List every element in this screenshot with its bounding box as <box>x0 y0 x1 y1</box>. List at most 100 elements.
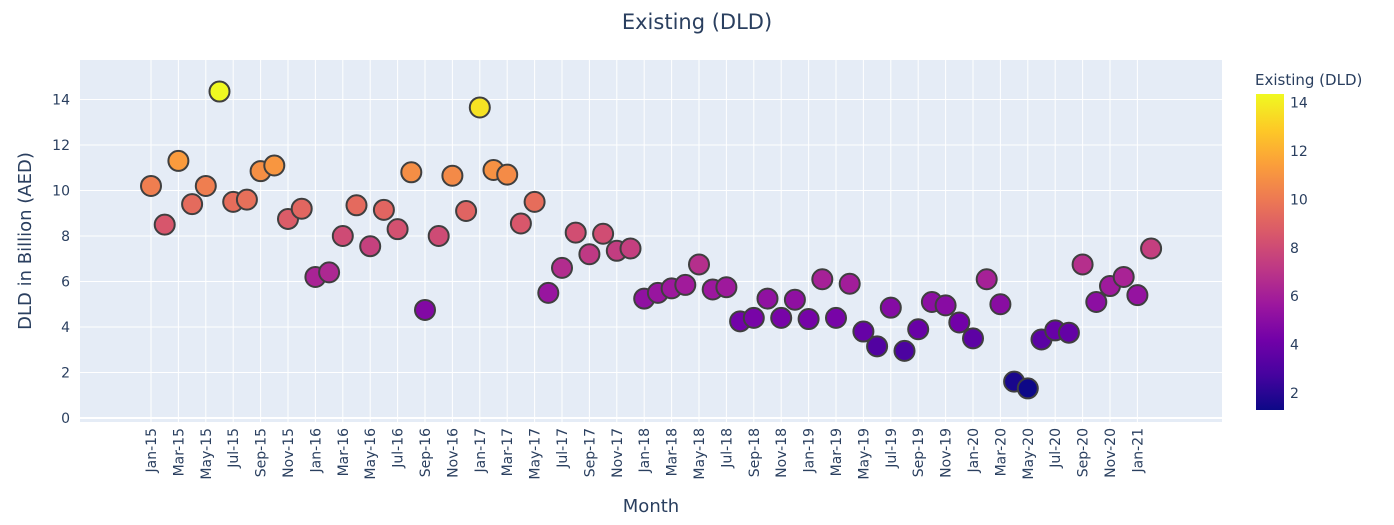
data-point <box>386 218 409 241</box>
x-tick-label: Jul-18 <box>719 428 735 469</box>
data-point <box>1085 290 1108 313</box>
x-tick-label: Sep-18 <box>747 428 763 477</box>
data-point <box>838 272 861 295</box>
y-tick-label: 14 <box>52 93 70 109</box>
data-point <box>948 311 971 334</box>
y-tick-label: 4 <box>61 320 70 336</box>
data-point <box>783 288 806 311</box>
data-point <box>235 188 258 211</box>
x-tick-label: Jul-20 <box>1048 428 1064 469</box>
data-point <box>715 276 738 299</box>
data-point <box>578 243 601 266</box>
y-tick-label: 10 <box>52 184 70 200</box>
x-tick-label: May-17 <box>528 428 544 480</box>
data-point <box>852 320 875 343</box>
data-point <box>674 273 697 296</box>
data-point <box>427 225 450 247</box>
data-point <box>345 194 368 217</box>
plot-background <box>80 60 1222 422</box>
x-tick-label: Nov-15 <box>281 428 297 478</box>
data-point <box>194 174 217 197</box>
data-point <box>468 96 491 119</box>
x-tick-label: Nov-16 <box>445 428 461 478</box>
data-point <box>1140 237 1163 260</box>
data-point <box>811 268 834 291</box>
data-point <box>564 221 587 244</box>
colorbar-tick-label: 4 <box>1290 338 1299 354</box>
colorbar-tick-label: 2 <box>1290 386 1299 402</box>
data-point <box>934 294 957 317</box>
data-point <box>1126 284 1149 307</box>
colorbar-tick-label: 14 <box>1290 95 1308 111</box>
x-tick-label: Jul-16 <box>391 428 407 469</box>
x-tick-label: Jan-15 <box>144 428 160 473</box>
data-point <box>1112 265 1135 288</box>
data-point <box>592 222 615 245</box>
data-point <box>523 190 546 213</box>
data-point <box>318 261 341 284</box>
x-tick-label: Mar-18 <box>665 428 681 476</box>
x-tick-label: Sep-20 <box>1076 428 1092 477</box>
y-tick-label: 0 <box>61 411 70 427</box>
data-point <box>1071 253 1094 276</box>
x-tick-label: May-18 <box>692 428 708 480</box>
data-point <box>140 174 162 197</box>
colorbar-gradient <box>1256 94 1284 410</box>
x-tick-label: Nov-18 <box>774 428 790 478</box>
y-tick-label: 8 <box>61 229 70 245</box>
data-point <box>619 237 642 260</box>
data-point <box>509 212 532 235</box>
data-point <box>208 80 231 103</box>
data-points <box>140 80 1163 400</box>
data-point <box>372 198 395 221</box>
data-point <box>263 154 286 177</box>
x-tick-label: Jan-16 <box>308 428 324 474</box>
x-tick-label: May-19 <box>856 428 872 480</box>
x-tick-label: Jul-15 <box>226 428 242 469</box>
data-point <box>866 335 889 358</box>
colorbar: Existing (DLD) 2 4 6 8 10 12 14 <box>1255 71 1362 410</box>
x-tick-label: May-16 <box>363 428 379 480</box>
data-point <box>825 306 847 329</box>
data-point <box>181 193 204 216</box>
data-point <box>331 225 354 247</box>
data-point <box>797 308 820 331</box>
x-tick-label: Jan-17 <box>473 428 489 473</box>
gridlines <box>80 60 1222 422</box>
chart-title: Existing (DLD) <box>622 10 772 34</box>
x-tick-label: May-20 <box>1021 428 1037 480</box>
data-point <box>770 306 793 329</box>
x-tick-label: Sep-17 <box>582 428 598 477</box>
data-point <box>167 149 190 172</box>
y-tick-labels: 0 2 4 6 8 10 12 14 <box>52 93 70 428</box>
colorbar-tick-label: 10 <box>1290 192 1308 208</box>
data-point <box>496 163 519 186</box>
x-tick-label: Jul-19 <box>884 428 900 469</box>
x-tick-label: Jan-19 <box>802 428 818 473</box>
data-point <box>455 199 478 222</box>
data-point <box>879 296 902 319</box>
data-point <box>1016 377 1039 400</box>
data-point <box>551 256 573 279</box>
data-point <box>414 298 436 321</box>
y-tick-label: 6 <box>61 275 70 291</box>
data-point <box>290 197 313 220</box>
x-tick-label: Jul-17 <box>555 428 571 469</box>
data-point <box>1057 321 1080 344</box>
x-tick-label: Jan-21 <box>1130 428 1146 473</box>
y-tick-label: 2 <box>61 366 70 382</box>
x-tick-label: Sep-15 <box>254 428 270 477</box>
x-tick-label: Sep-16 <box>418 428 434 477</box>
data-point <box>688 253 710 276</box>
x-tick-label: Mar-16 <box>336 428 352 476</box>
colorbar-tick-label: 6 <box>1290 289 1299 305</box>
x-tick-label: Nov-20 <box>1103 428 1119 478</box>
x-tick-label: May-15 <box>199 428 215 480</box>
x-axis-title: Month <box>623 496 679 517</box>
data-point <box>537 281 560 304</box>
x-tick-label: Mar-20 <box>993 428 1009 476</box>
data-point <box>893 339 916 362</box>
colorbar-tick-label: 12 <box>1290 144 1308 160</box>
x-tick-label: Sep-19 <box>911 428 927 477</box>
data-point <box>756 287 779 310</box>
